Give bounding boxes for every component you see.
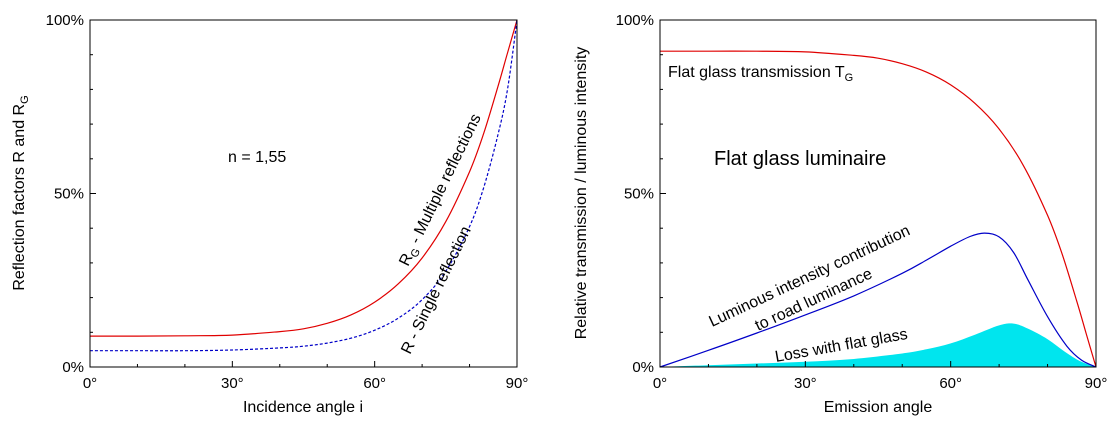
left-x-tick-label: 60° [363,375,386,392]
x-axis-title-right: Emission angle [824,399,933,416]
left-y-tick-label: 0% [62,359,84,376]
transmission-label: Flat glass transmission TG [668,64,853,84]
right-y-tick-label: 100% [616,12,654,29]
contribution-label-line1: Luminous intensity contribution [707,222,913,330]
right-x-tick-label: 0° [653,375,667,392]
y-axis-title-subscript: G [19,95,31,104]
left-y-tick-label: 100% [46,12,84,29]
right-x-tick-label: 30° [794,375,817,392]
left-x-tick-label: 90° [506,375,529,392]
chart-flat-glass-luminaire: 0° 30° 60° 90° 0% 50% 100% Relative transmissi… [573,12,1107,416]
left-x-tick-label: 30° [221,375,244,392]
multiple-reflections-label: RG - Multiple reflections [396,111,487,270]
left-line-r-single-reflection [90,19,518,352]
right-x-tick-label: 60° [939,375,962,392]
right-y-tick-label: 0% [632,359,654,376]
x-axis-title-left: Incidence angle i [243,399,363,416]
right-y-tick-label: 50% [624,186,654,203]
y-axis-title-left: Reflection factors R and RG [11,95,31,290]
left-line-r-multiple-reflections [89,19,518,337]
refractive-index-label: n = 1,55 [228,149,286,166]
chart-reflection-factors: 0° 30° 60° 90° 0% 50% 100% Reflection factors … [11,12,528,416]
left-x-tick-label: 0° [83,375,97,392]
right-line-flat-glass-transmission-t [660,50,1097,368]
right-x-tick-label: 90° [1085,375,1108,392]
plot-frame-left [89,19,518,368]
left-y-tick-label: 50% [54,186,84,203]
right-area-loss-with-flat-glass [660,323,1096,367]
y-axis-title-right: Relative transmission / luminous intensi… [573,47,590,340]
right-line-luminous-intensity-contribution-to-road-luminance [659,232,1097,368]
luminaire-label: Flat glass luminaire [714,148,886,170]
